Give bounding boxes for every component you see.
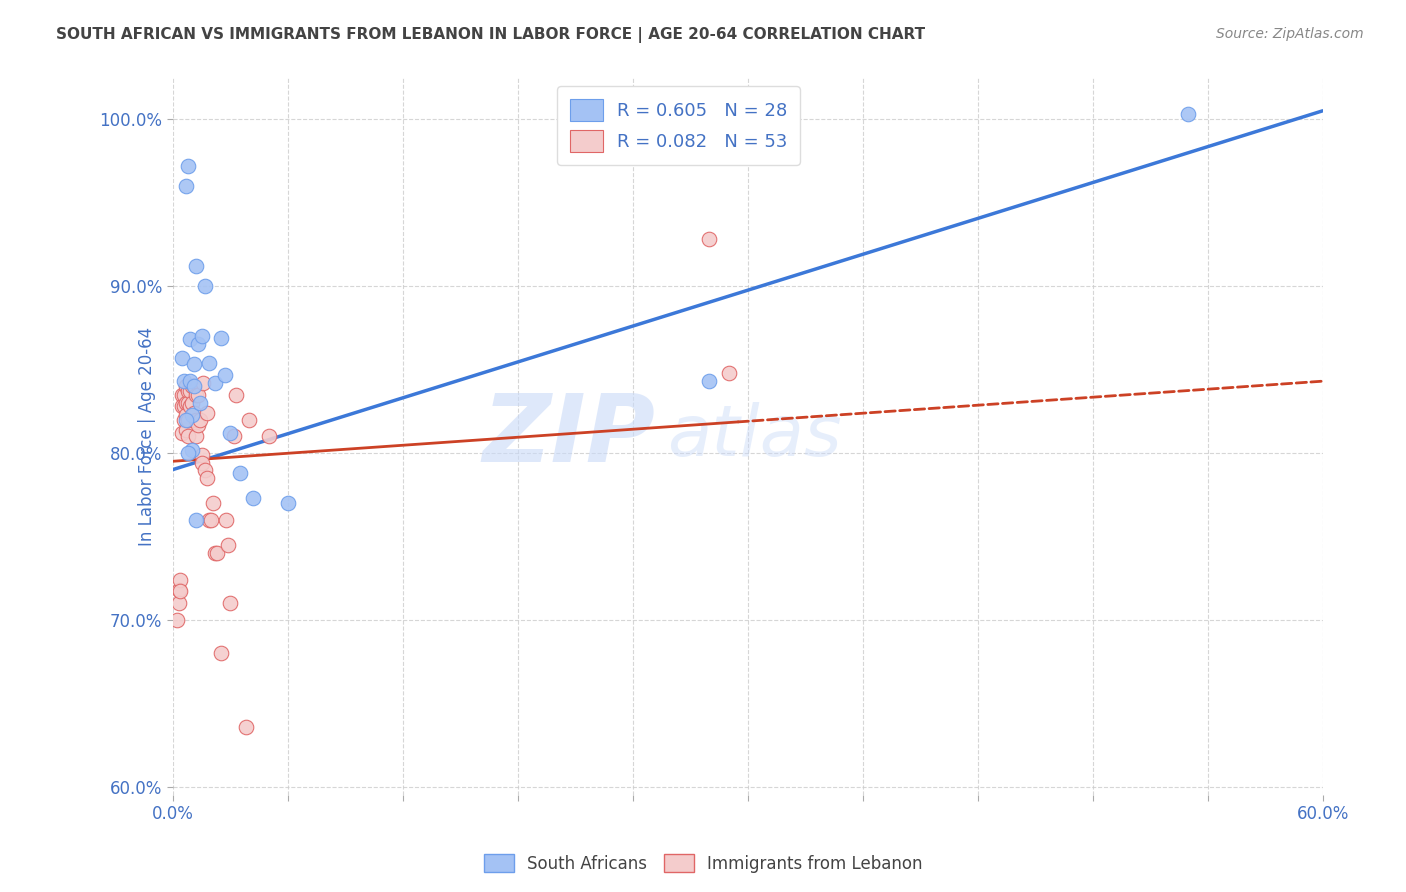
Point	[204, 546, 226, 560]
Point	[174, 396, 197, 410]
Point	[172, 387, 194, 401]
Point	[188, 412, 211, 426]
Point	[187, 387, 209, 401]
Point	[179, 384, 201, 399]
Point	[235, 720, 257, 734]
Point	[1177, 107, 1199, 121]
Point	[167, 582, 190, 597]
Point	[204, 376, 226, 390]
Point	[190, 329, 212, 343]
Point	[173, 399, 195, 413]
Point	[173, 412, 195, 426]
Point	[217, 538, 239, 552]
Point	[177, 159, 200, 173]
Point	[198, 513, 221, 527]
Point	[699, 374, 721, 388]
Point	[179, 399, 201, 413]
Point	[173, 387, 195, 401]
Point	[177, 429, 200, 443]
Point	[198, 356, 221, 370]
Point	[193, 376, 215, 390]
Point	[277, 496, 299, 510]
Y-axis label: In Labor Force | Age 20-64: In Labor Force | Age 20-64	[138, 326, 156, 546]
Point	[205, 546, 228, 560]
Point	[194, 462, 217, 476]
Point	[195, 471, 218, 485]
Point	[183, 379, 205, 393]
Point	[184, 259, 207, 273]
Text: ZIP: ZIP	[482, 391, 655, 483]
Point	[184, 412, 207, 426]
Point	[173, 374, 195, 388]
Point	[177, 446, 200, 460]
Text: atlas: atlas	[668, 401, 842, 471]
Point	[179, 333, 201, 347]
Point	[183, 379, 205, 393]
Legend: R = 0.605   N = 28, R = 0.082   N = 53: R = 0.605 N = 28, R = 0.082 N = 53	[557, 87, 800, 165]
Point	[209, 646, 232, 660]
Point	[181, 408, 204, 422]
Point	[219, 425, 242, 440]
Point	[200, 513, 222, 527]
Point	[215, 513, 238, 527]
Legend: South Africans, Immigrants from Lebanon: South Africans, Immigrants from Lebanon	[477, 847, 929, 880]
Point	[219, 596, 242, 610]
Point	[172, 425, 194, 440]
Point	[224, 429, 246, 443]
Point	[181, 442, 204, 457]
Point	[174, 408, 197, 422]
Point	[214, 368, 236, 382]
Point	[187, 337, 209, 351]
Point	[174, 423, 197, 437]
Point	[169, 584, 191, 599]
Point	[184, 513, 207, 527]
Point	[172, 351, 194, 365]
Point	[181, 396, 204, 410]
Point	[202, 496, 225, 510]
Point	[188, 396, 211, 410]
Point	[229, 466, 252, 480]
Point	[174, 412, 197, 426]
Point	[183, 358, 205, 372]
Point	[699, 232, 721, 246]
Point	[225, 387, 247, 401]
Point	[190, 456, 212, 470]
Point	[257, 429, 280, 443]
Point	[187, 417, 209, 432]
Point	[172, 399, 194, 413]
Point	[195, 406, 218, 420]
Point	[717, 366, 740, 380]
Point	[174, 178, 197, 193]
Point	[166, 613, 188, 627]
Point	[190, 448, 212, 462]
Point	[209, 331, 232, 345]
Point	[242, 491, 264, 505]
Text: SOUTH AFRICAN VS IMMIGRANTS FROM LEBANON IN LABOR FORCE | AGE 20-64 CORRELATION : SOUTH AFRICAN VS IMMIGRANTS FROM LEBANON…	[56, 27, 925, 43]
Point	[177, 412, 200, 426]
Point	[167, 596, 190, 610]
Text: Source: ZipAtlas.com: Source: ZipAtlas.com	[1216, 27, 1364, 41]
Point	[238, 412, 260, 426]
Point	[183, 406, 205, 420]
Point	[174, 379, 197, 393]
Point	[181, 379, 204, 393]
Point	[177, 384, 200, 399]
Point	[177, 396, 200, 410]
Point	[169, 573, 191, 587]
Point	[184, 429, 207, 443]
Point	[179, 374, 201, 388]
Point	[194, 279, 217, 293]
Point	[184, 387, 207, 401]
